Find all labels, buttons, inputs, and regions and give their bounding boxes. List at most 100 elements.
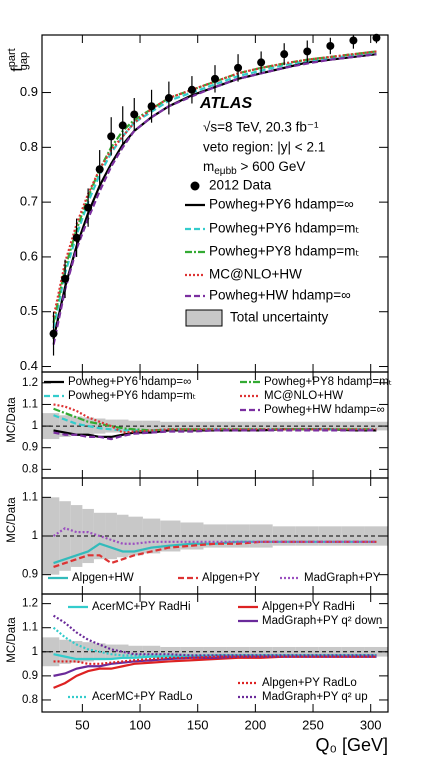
legend-label: Powheg+PY8 hdamp=mₜ (209, 244, 359, 259)
y-tick-label: 0.9 (22, 569, 38, 581)
legend-label: Powheg+PY6 hdamp=∞ (209, 197, 354, 212)
x-tick-label: 100 (129, 717, 151, 732)
data-point (95, 165, 104, 174)
y-tick-label: 0.8 (20, 139, 38, 154)
legend-label: Powheg+PY8 hdamp=mₜ (264, 376, 392, 388)
series-line (53, 655, 377, 677)
y-tick-label: 0.8 (22, 463, 38, 475)
data-point (49, 329, 58, 338)
experiment-label: ATLAS (199, 95, 252, 112)
data-point (257, 58, 266, 67)
legend-label: Powheg+PY6 hdamp=mₜ (209, 221, 359, 236)
y-axis-label: MC/Data (6, 397, 18, 443)
y-tick-label: 1.2 (22, 377, 38, 389)
y-tick-label: 1 (32, 530, 38, 542)
y-tick-label: 0.9 (20, 84, 38, 99)
legend-label: Total uncertainty (230, 310, 329, 325)
series-line (52, 614, 377, 657)
axes-frame (41, 593, 389, 713)
data-point (147, 102, 156, 111)
y-tick-label: 0.5 (20, 303, 38, 318)
uncertainty-band (70, 505, 83, 567)
y-tick-label: 0.9 (22, 670, 38, 682)
uncertainty-band (272, 421, 296, 431)
x-axis-label: Q₀ [GeV] (316, 735, 389, 755)
x-tick-label: 300 (360, 717, 382, 732)
uncertainty-band (203, 646, 227, 657)
data-point (164, 94, 173, 103)
series-line (52, 626, 377, 657)
uncertainty-band (70, 416, 83, 436)
legend-label: Powheg+HW hdamp=∞ (209, 288, 351, 303)
series-line (53, 540, 377, 568)
legend-label: Alpgen+HW (72, 572, 134, 584)
uncertainty-band (295, 646, 319, 657)
legend-label: Powheg+PY6 hdamp=∞ (68, 376, 191, 388)
legend-label: Alpgen+PY (202, 572, 260, 584)
annotation: √s=8 TeV, 20.3 fb⁻¹ (203, 120, 319, 135)
x-tick-label: 50 (75, 717, 89, 732)
data-point (84, 203, 93, 212)
uncertainty-band (142, 420, 161, 432)
legend-label: 2012 Data (209, 178, 272, 193)
y-tick-label: 0.9 (22, 442, 38, 454)
data-point (349, 36, 358, 45)
y-axis-label: fpartgap (6, 48, 30, 71)
data-point (280, 50, 289, 59)
data-point (211, 74, 219, 83)
y-tick-label: 1 (32, 420, 38, 432)
panel (42, 403, 388, 441)
legend-label: Alpgen+PY RadLo (262, 677, 357, 689)
uncertainty-band (142, 518, 161, 554)
uncertainty-band (82, 508, 94, 564)
y-tick-label: 0.6 (20, 248, 38, 263)
uncertainty-band (82, 642, 94, 662)
y-tick-label: 1.2 (22, 598, 38, 610)
y-tick-label: 0.7 (20, 194, 38, 209)
legend-label: MadGraph+PY (304, 572, 381, 584)
y-tick-label: 1.1 (22, 398, 38, 410)
x-tick-label: 200 (245, 717, 267, 732)
data-point (303, 47, 312, 56)
data-point (107, 132, 116, 141)
series-line (53, 540, 377, 565)
x-tick-label: 150 (187, 717, 209, 732)
uncertainty-band (203, 421, 227, 431)
y-tick-label: 1.1 (22, 491, 38, 503)
series-line (53, 403, 377, 434)
x-tick-label: 250 (302, 717, 324, 732)
legend-label: MC@NLO+HW (264, 390, 343, 402)
legend-swatch (190, 181, 200, 191)
uncertainty-band (364, 421, 388, 431)
uncertainty-band (105, 644, 117, 660)
data-point (61, 274, 70, 283)
y-axis-label: MC/Data (6, 497, 18, 543)
data-point (118, 121, 127, 130)
uncertainty-band (272, 646, 296, 657)
legend-label: Powheg+PY6 hdamp=mₜ (68, 390, 196, 402)
panel (42, 497, 388, 575)
uncertainty-band (295, 421, 319, 431)
annotation: meμbb > 600 GeV (203, 159, 305, 177)
data-point (187, 85, 196, 94)
annotation-part: eμbb (214, 166, 237, 177)
y-label-part: f (9, 67, 26, 72)
series-line (53, 429, 377, 441)
y-tick-label: 0.8 (22, 694, 38, 706)
legend-label: Alpgen+PY RadHi (262, 601, 355, 613)
annotation: veto region: |y| < 2.1 (203, 140, 325, 155)
annotation-part: > 600 GeV (237, 159, 306, 174)
legend-label: AcerMC+PY RadLo (92, 691, 192, 703)
uncertainty-band (70, 640, 83, 663)
y-tick-label: 1 (32, 646, 38, 658)
data-point (72, 233, 81, 242)
data-point (372, 33, 381, 42)
annotation-part: m (203, 159, 214, 174)
uncertainty-band (105, 512, 117, 560)
legend-label: MadGraph+PY q² up (262, 691, 368, 703)
y-label-part: gap (18, 52, 30, 70)
series-line (52, 527, 377, 545)
y-label-part: part (6, 48, 18, 67)
legend-label: AcerMC+PY RadHi (92, 601, 191, 613)
